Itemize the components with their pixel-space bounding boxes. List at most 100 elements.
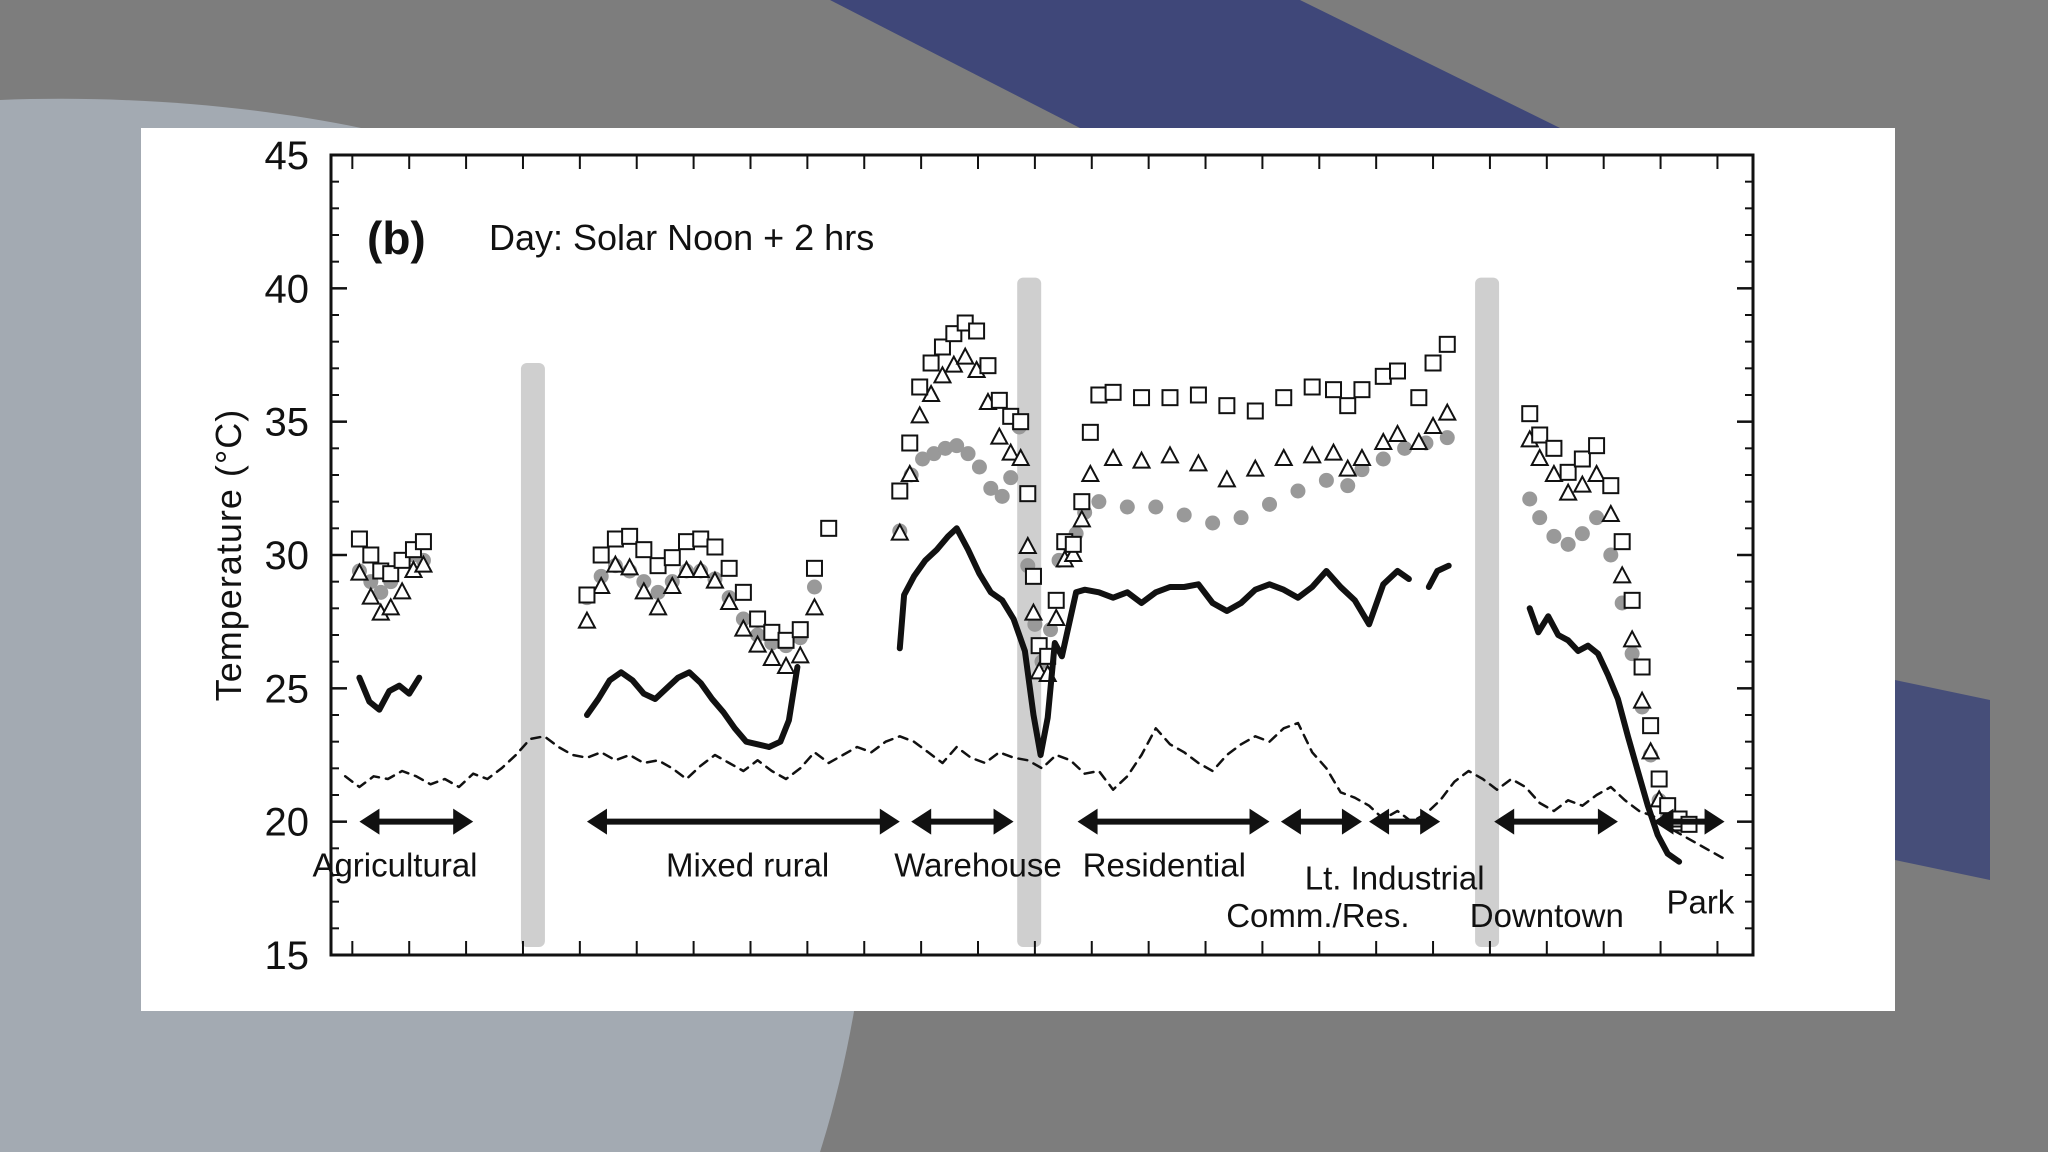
triangle-marker xyxy=(1001,442,1021,461)
gray-dot-marker xyxy=(1205,515,1221,531)
triangle-marker xyxy=(1323,442,1344,461)
gray-dot-marker xyxy=(1560,536,1576,552)
triangle-marker xyxy=(900,463,920,482)
gray-dot-marker xyxy=(971,459,987,475)
square-marker xyxy=(1081,423,1099,441)
triangle-marker xyxy=(676,559,697,578)
region-label: Warehouse xyxy=(894,846,1062,883)
y-tick-label: 40 xyxy=(265,267,310,311)
gray-dot-marker xyxy=(1546,528,1562,544)
square-marker xyxy=(1339,397,1357,415)
gray-dot-marker xyxy=(1148,499,1164,515)
square-marker xyxy=(1424,354,1442,372)
gray-dot-marker xyxy=(806,579,822,595)
region-label: Agricultural xyxy=(312,846,477,883)
square-marker xyxy=(1019,485,1037,503)
square-marker xyxy=(350,530,368,548)
square-marker xyxy=(1133,389,1151,407)
triangle-marker xyxy=(648,597,668,616)
y-tick-label: 45 xyxy=(265,134,310,178)
y-axis-label: Temperature (°C) xyxy=(208,409,249,701)
triangle-marker xyxy=(1338,458,1358,477)
chart-panel: 15 20 25 30 35 40 45 Agricultural Mixed rural Wa… xyxy=(141,128,1895,1011)
square-marker xyxy=(1064,535,1082,553)
triangle-marker xyxy=(1530,447,1550,466)
square-marker xyxy=(1531,426,1549,444)
region-label: Park xyxy=(1666,884,1734,921)
region-arrowhead xyxy=(359,808,380,835)
square-marker xyxy=(1073,493,1091,511)
gray-dot-marker xyxy=(1603,547,1619,563)
solar-panel-top xyxy=(830,0,1560,128)
triangle-marker xyxy=(910,405,930,424)
triangle-marker xyxy=(932,365,953,384)
square-marker xyxy=(1353,381,1371,399)
region-label: Residential xyxy=(1083,846,1246,883)
triangle-marker xyxy=(1072,509,1092,528)
square-marker xyxy=(1588,437,1606,455)
triangle-marker xyxy=(1437,402,1457,421)
square-marker xyxy=(649,557,667,575)
triangle-marker xyxy=(989,426,1010,445)
triangle-marker xyxy=(392,581,412,600)
region-label: Downtown xyxy=(1470,897,1624,934)
triangle-marker xyxy=(776,655,796,674)
square-marker xyxy=(678,533,695,551)
triangle-marker xyxy=(1423,415,1443,434)
square-marker xyxy=(763,623,781,641)
square-marker xyxy=(933,338,951,356)
region-arrowhead xyxy=(1341,808,1362,835)
y-tick-label: 15 xyxy=(265,934,310,978)
square-marker xyxy=(990,391,1008,409)
square-marker xyxy=(1374,367,1392,385)
square-marker xyxy=(734,583,752,601)
triangle-marker xyxy=(804,597,825,616)
region-arrowhead xyxy=(1280,808,1301,835)
square-marker xyxy=(1275,389,1293,407)
y-tick-label: 25 xyxy=(265,667,310,711)
triangle-marker xyxy=(1409,431,1429,450)
triangle-marker xyxy=(1063,543,1083,562)
square-marker xyxy=(1047,591,1065,609)
triangle-marker xyxy=(1558,482,1578,501)
triangle-marker xyxy=(1046,607,1066,626)
square-marker xyxy=(1521,405,1539,423)
triangle-marker xyxy=(1612,565,1632,584)
triangle-marker xyxy=(1011,447,1031,466)
gray-dot-marker xyxy=(1340,478,1356,494)
gray-dot-marker xyxy=(949,438,965,454)
square-marker xyxy=(922,354,940,372)
square-marker xyxy=(1104,383,1122,401)
triangle-marker xyxy=(1622,629,1642,648)
square-marker xyxy=(1438,335,1456,353)
triangle-marker xyxy=(762,647,782,666)
triangle-marker xyxy=(1373,431,1393,450)
region-arrowhead xyxy=(453,808,474,835)
gray-dot-marker xyxy=(1439,430,1455,446)
square-marker xyxy=(1012,413,1030,431)
square-marker xyxy=(592,546,610,564)
triangle-marker xyxy=(1586,463,1607,482)
triangle-marker xyxy=(1217,469,1237,488)
square-marker xyxy=(1623,591,1641,609)
region-label: Mixed rural xyxy=(666,846,829,883)
square-marker xyxy=(911,378,929,396)
gray-dot-marker xyxy=(915,451,931,467)
gray-dot-marker xyxy=(1624,646,1640,662)
triangle-marker xyxy=(381,597,401,616)
square-marker xyxy=(1410,389,1428,407)
gray-dot-marker xyxy=(994,488,1010,504)
region-arrowhead xyxy=(1494,808,1515,835)
y-tick-label: 35 xyxy=(265,401,310,445)
triangle-marker xyxy=(1023,602,1044,621)
square-marker xyxy=(382,565,400,583)
square-marker xyxy=(979,357,997,375)
square-marker xyxy=(1642,717,1660,735)
triangle-marker xyxy=(349,562,370,581)
square-marker xyxy=(805,559,823,577)
triangle-marker xyxy=(1274,447,1294,466)
region-arrowhead xyxy=(1597,808,1618,835)
square-marker xyxy=(1650,770,1668,788)
gray-dot-marker xyxy=(1574,526,1590,542)
gray-dot-marker xyxy=(373,584,389,600)
